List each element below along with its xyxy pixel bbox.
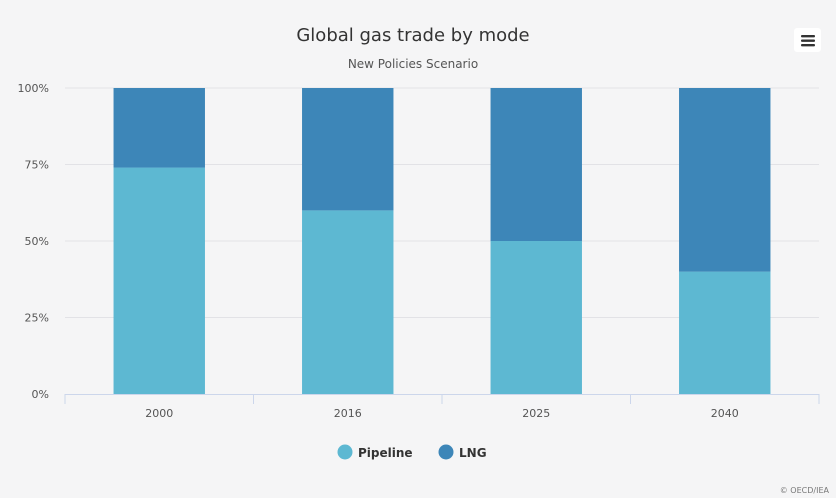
y-tick-label: 0%	[32, 388, 49, 401]
legend-marker	[337, 444, 353, 460]
legend-item-pipeline[interactable]: Pipeline	[337, 444, 413, 461]
chart-title: Global gas trade by mode	[296, 25, 529, 46]
legend-label: LNG	[459, 446, 487, 460]
hamburger-menu-icon	[801, 35, 815, 47]
x-tick-label: 2040	[711, 407, 739, 420]
bar-pipeline-2000	[113, 167, 205, 394]
credits[interactable]: © OECD/IEA	[780, 486, 830, 495]
bar-pipeline-2040	[679, 271, 771, 394]
legend: Pipeline LNG	[337, 444, 487, 461]
bars	[113, 88, 771, 394]
bar-pipeline-2016	[302, 210, 394, 394]
chart-subtitle: New Policies Scenario	[348, 57, 478, 71]
y-tick-label: 50%	[25, 235, 49, 248]
y-tick-label: 25%	[25, 312, 49, 325]
bar-lng-2016	[302, 88, 394, 211]
bar-pipeline-2025	[490, 241, 582, 394]
y-tick-label: 100%	[18, 82, 49, 95]
chart-menu-button[interactable]	[794, 28, 821, 52]
axes: 0% 25% 50% 75% 100% 2000 2016 2025 2040	[18, 82, 820, 420]
x-tick-label: 2016	[334, 407, 362, 420]
bar-lng-2040	[679, 88, 771, 272]
legend-marker	[438, 444, 454, 460]
bar-lng-2000	[113, 88, 205, 168]
legend-label: Pipeline	[358, 446, 413, 460]
y-tick-label: 75%	[25, 159, 49, 172]
x-tick-label: 2025	[522, 407, 550, 420]
bar-lng-2025	[490, 88, 582, 241]
legend-item-lng[interactable]: LNG	[438, 444, 487, 461]
x-tick-label: 2000	[145, 407, 173, 420]
